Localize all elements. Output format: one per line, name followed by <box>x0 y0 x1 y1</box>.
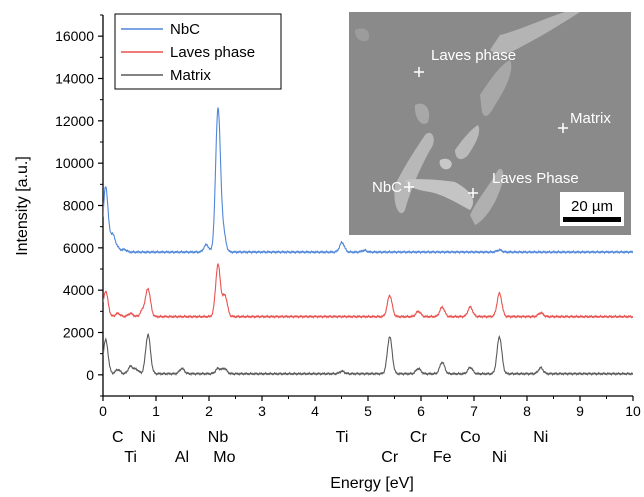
y-axis-ticks: 0 2000 4000 6000 8000 10000 12000 14000 16000 <box>55 14 103 397</box>
x-axis-title: Energy [eV] <box>330 475 414 492</box>
x-axis-ticks: 0 1 2 3 4 5 6 7 8 9 10 <box>99 396 641 419</box>
element-label: Co <box>460 429 481 446</box>
sem-microstructure <box>354 12 580 225</box>
inset-marker-label: Laves phase <box>431 47 516 64</box>
inset-marker-label: Matrix <box>570 110 611 127</box>
inset-markers: Laves phase Matrix NbC Laves Phase <box>372 47 611 198</box>
element-label: Cr <box>381 449 399 466</box>
x-tick-label: 6 <box>417 403 425 419</box>
y-tick-label: 16000 <box>55 28 94 44</box>
y-tick-label: 2000 <box>63 325 94 341</box>
y-tick-label: 14000 <box>55 71 94 87</box>
y-tick-label: 8000 <box>63 198 94 214</box>
inset-crosshair-marker <box>558 123 568 133</box>
x-tick-label: 7 <box>470 403 478 419</box>
x-tick-label: 3 <box>258 403 266 419</box>
x-tick-label: 10 <box>625 403 641 419</box>
element-label: Fe <box>433 449 452 466</box>
x-tick-label: 0 <box>99 403 107 419</box>
y-tick-label: 4000 <box>63 282 94 298</box>
x-tick-label: 4 <box>311 403 319 419</box>
inset-marker-label: NbC <box>372 179 402 196</box>
element-label: Al <box>175 449 189 466</box>
x-tick-label: 8 <box>523 403 531 419</box>
series-line-laves-phase <box>103 262 633 319</box>
legend-label: Laves phase <box>170 44 255 61</box>
series-line-matrix <box>103 333 633 377</box>
element-label: Ni <box>492 449 507 466</box>
inset-crosshair-marker <box>404 182 414 192</box>
sem-inset: Laves phase Matrix NbC Laves Phase 20 µm <box>349 12 631 235</box>
series-layer <box>103 107 633 377</box>
y-tick-label: 0 <box>86 367 94 383</box>
inset-marker-label: Laves Phase <box>492 170 579 187</box>
x-tick-label: 5 <box>364 403 372 419</box>
element-label: Mo <box>213 449 235 466</box>
element-label: C <box>112 429 124 446</box>
legend: NbC Laves phase Matrix <box>114 13 282 90</box>
element-label: Ti <box>124 449 137 466</box>
scale-bar-label: 20 µm <box>571 198 613 215</box>
inset-crosshair-marker <box>468 188 478 198</box>
element-label: Ni <box>140 429 155 446</box>
y-tick-label: 6000 <box>63 240 94 256</box>
element-label: Nb <box>208 429 229 446</box>
legend-entries: NbC Laves phase Matrix <box>121 21 255 84</box>
y-axis-title: Intensity [a.u.] <box>14 156 31 256</box>
inset-crosshair-marker <box>414 67 424 77</box>
element-label: Ti <box>336 429 349 446</box>
legend-label: Matrix <box>170 67 211 84</box>
x-tick-label: 9 <box>576 403 584 419</box>
element-label: Cr <box>410 429 428 446</box>
x-tick-label: 2 <box>205 403 213 419</box>
x-tick-label: 1 <box>152 403 160 419</box>
y-tick-label: 10000 <box>55 155 94 171</box>
y-tick-label: 12000 <box>55 113 94 129</box>
element-label: Ni <box>533 429 548 446</box>
series-line-nbc <box>103 107 633 255</box>
legend-label: NbC <box>170 21 200 38</box>
scale-bar <box>563 217 621 222</box>
